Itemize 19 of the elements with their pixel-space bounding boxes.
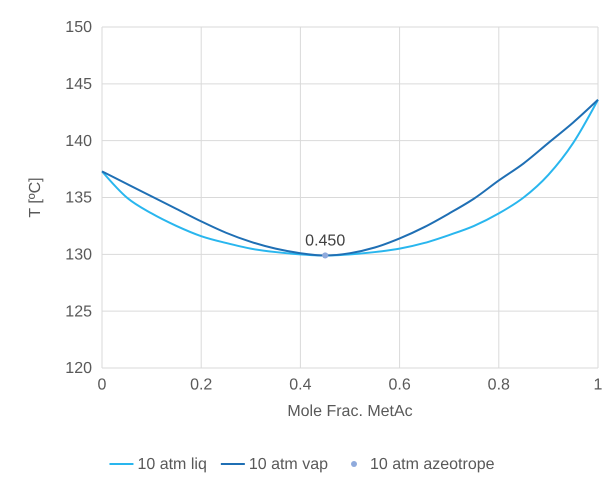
y-tick-label: 130 [65,246,92,264]
y-tick-label: 140 [65,132,92,150]
legend-label: 10 atm vap [248,456,328,473]
annotation: 0.450 [305,232,346,250]
x-tick-label: 0.8 [488,376,510,394]
y-tick-label: 150 [65,19,92,36]
x-axis-title: Mole Frac. MetAc [287,403,413,420]
y-axis-title: T [ºC] [27,177,44,218]
x-tick-label: 0.6 [388,376,411,394]
y-tick-label: 145 [65,76,92,93]
x-tick-label: 1 [594,376,603,394]
y-tick-label: 120 [65,360,92,378]
legend-label: 10 atm azeotrope [370,456,495,473]
y-tick-label: 125 [65,303,92,320]
y-tick-label: 135 [65,190,92,207]
x-tick-label: 0.4 [289,376,312,394]
x-tick-label: 0 [98,376,107,394]
legend-label: 10 atm liq [137,456,207,473]
x-tick-label: 0.2 [190,376,212,394]
